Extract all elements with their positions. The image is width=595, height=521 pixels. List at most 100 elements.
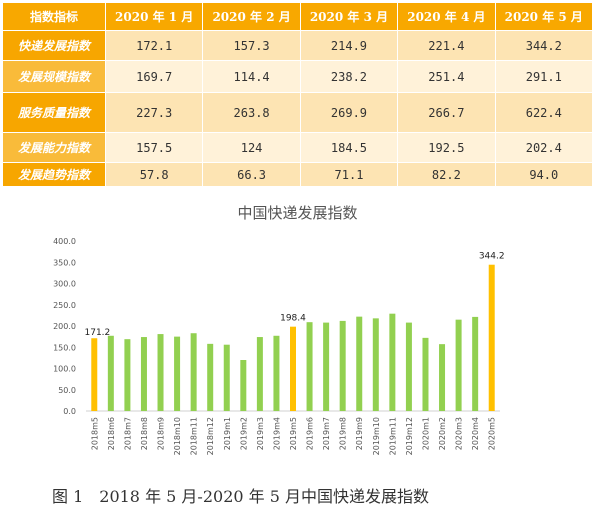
table-cell: 57.8 <box>104 162 204 187</box>
header-2020-feb: 2020 年 2 月 <box>202 2 301 31</box>
x-tick-label: 2019m11 <box>388 417 397 455</box>
bar <box>207 343 214 411</box>
bar-chart: 0.0 50.0 100.0 150.0 200.0 250.0 300.0 350.0 400… <box>53 237 505 455</box>
bar <box>306 322 313 411</box>
row-label: 发展规模指数 <box>2 60 106 93</box>
y-tick-label: 0.0 <box>63 407 76 416</box>
header-2020-jan: 2020 年 1 月 <box>104 2 204 31</box>
y-tick-label: 400.0 <box>53 237 76 246</box>
x-tick-label: 2019m7 <box>322 417 331 450</box>
x-tick-label: 2018m10 <box>173 417 182 455</box>
chart-title: 中国快递发展指数 <box>237 204 358 222</box>
table-cell: 71.1 <box>299 162 399 187</box>
table-cell: 94.0 <box>494 162 594 187</box>
header-2020-may: 2020 年 5 月 <box>494 2 594 31</box>
highlight-bar <box>290 326 296 411</box>
table-cell: 202.4 <box>494 132 594 163</box>
x-tick-label: 2018m7 <box>123 417 132 450</box>
x-tick-label: 2020m2 <box>438 417 447 450</box>
x-tick-label: 2019m9 <box>355 417 364 450</box>
x-tick-label: 2018m12 <box>206 417 215 455</box>
x-tick-label: 2018m5 <box>90 417 99 450</box>
x-tick-label: 2019m3 <box>256 417 265 450</box>
highlight-bar <box>91 338 98 411</box>
x-tick-label: 2019m10 <box>372 417 381 455</box>
y-tick-label: 200.0 <box>53 322 76 331</box>
bar <box>389 313 396 411</box>
x-tick-label: 2019m6 <box>306 417 315 450</box>
table-row: 服务质量指数 227.3 263.8 269.9 266.7 622.4 <box>2 92 594 133</box>
table-cell: 184.5 <box>299 132 399 163</box>
x-tick-label: 2019m5 <box>289 417 298 450</box>
bar <box>140 337 147 411</box>
table-cell: 214.9 <box>299 30 399 61</box>
table-cell: 221.4 <box>397 30 496 61</box>
index-table: 指数指标 2020 年 1 月 2020 年 2 月 2020 年 3 月 20… <box>2 2 594 187</box>
bar <box>422 337 429 411</box>
bar <box>439 344 446 411</box>
table-cell: 192.5 <box>397 132 496 163</box>
table-cell: 622.4 <box>494 92 594 133</box>
figure-caption: 图 1 2018 年 5 月-2020 年 5 月中国快递发展指数 <box>52 487 429 506</box>
table-cell: 157.3 <box>202 30 301 61</box>
y-tick-label: 350.0 <box>53 258 76 267</box>
x-tick-label: 2020m3 <box>455 417 464 450</box>
table-cell: 157.5 <box>104 132 204 163</box>
bar <box>356 316 363 411</box>
table-cell: 66.3 <box>202 162 301 187</box>
bar <box>157 334 164 411</box>
x-tick-label: 2019m4 <box>272 417 281 450</box>
bar <box>372 318 379 411</box>
x-tick-label: 2019m8 <box>339 417 348 450</box>
bar <box>190 333 197 411</box>
bar <box>472 316 479 411</box>
table-cell: 344.2 <box>494 30 594 61</box>
x-tick-label: 2018m9 <box>157 417 166 450</box>
x-tick-label: 2019m12 <box>405 417 414 455</box>
bar <box>124 339 131 411</box>
bar <box>323 322 330 411</box>
table-row: 发展能力指数 157.5 124 184.5 192.5 202.4 <box>2 132 594 163</box>
bar <box>339 320 346 411</box>
x-tick-label: 2019m2 <box>239 417 248 450</box>
table-cell: 82.2 <box>397 162 496 187</box>
table-row: 发展规模指数 169.7 114.4 238.2 251.4 291.1 <box>2 60 594 93</box>
bar <box>174 336 181 411</box>
y-tick-label: 250.0 <box>53 301 76 310</box>
table-cell: 169.7 <box>104 60 204 93</box>
table-header-row: 指数指标 2020 年 1 月 2020 年 2 月 2020 年 3 月 20… <box>2 2 594 31</box>
bar <box>223 344 230 411</box>
x-tick-label: 2020m5 <box>488 417 497 450</box>
table-cell: 269.9 <box>299 92 399 133</box>
x-tick-label: 2019m1 <box>223 417 232 450</box>
table-cell: 238.2 <box>299 60 399 93</box>
y-tick-label: 300.0 <box>53 280 76 289</box>
table-cell: 124 <box>202 132 301 163</box>
table-row: 快递发展指数 172.1 157.3 214.9 221.4 344.2 <box>2 30 594 61</box>
bar <box>405 322 412 411</box>
bar <box>455 319 462 411</box>
x-tick-label: 2020m1 <box>421 417 430 450</box>
bar <box>240 360 247 411</box>
x-tick-label: 2018m8 <box>140 417 149 450</box>
header-indicator: 指数指标 <box>2 2 106 31</box>
y-tick-label: 50.0 <box>58 386 76 395</box>
table-cell: 266.7 <box>397 92 496 133</box>
highlight-bar <box>488 264 495 411</box>
x-tick-label: 2018m11 <box>190 417 199 455</box>
row-label: 发展趋势指数 <box>2 162 106 187</box>
bar <box>273 335 280 411</box>
bar <box>107 335 114 411</box>
table-cell: 114.4 <box>202 60 301 93</box>
y-tick-label: 150.0 <box>53 343 76 352</box>
row-label: 发展能力指数 <box>2 132 106 163</box>
table-cell: 263.8 <box>202 92 301 133</box>
data-label: 198.4 <box>280 314 306 324</box>
table-row: 发展趋势指数 57.8 66.3 71.1 82.2 94.0 <box>2 162 594 187</box>
header-2020-mar: 2020 年 3 月 <box>299 2 399 31</box>
row-label: 快递发展指数 <box>2 30 106 61</box>
row-label: 服务质量指数 <box>2 92 106 133</box>
data-label: 344.2 <box>479 252 505 262</box>
y-tick-label: 100.0 <box>53 365 76 374</box>
x-tick-label: 2018m6 <box>107 417 116 450</box>
